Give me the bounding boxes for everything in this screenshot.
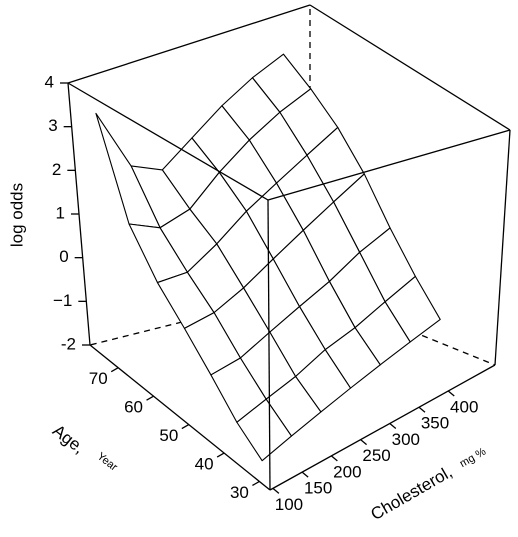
y-tick-label: 150 bbox=[304, 479, 332, 498]
x-tick-label: 30 bbox=[230, 483, 249, 502]
box-edge bbox=[269, 364, 496, 491]
z-tick-label: 2 bbox=[52, 160, 61, 179]
x-tick-label: 40 bbox=[195, 455, 214, 474]
y-tick bbox=[389, 422, 397, 429]
y-tick-label: 200 bbox=[333, 462, 361, 481]
box-edge bbox=[89, 344, 271, 491]
x-axis-unit: Year bbox=[95, 450, 120, 473]
x-tick-label: 70 bbox=[89, 369, 108, 388]
y-tick bbox=[272, 487, 280, 494]
y-tick-label: 250 bbox=[362, 446, 390, 465]
y-axis-unit: mg % bbox=[458, 446, 489, 471]
z-tick-label: −1 bbox=[53, 291, 72, 310]
y-tick bbox=[447, 390, 455, 397]
x-tick bbox=[252, 480, 260, 487]
x-tick-label: 60 bbox=[124, 398, 143, 417]
y-tick bbox=[330, 455, 338, 462]
z-tick-label: 0 bbox=[59, 247, 68, 266]
x-tick bbox=[146, 395, 154, 401]
box-edge bbox=[309, 4, 511, 131]
y-tick bbox=[418, 406, 426, 413]
z-tick-label: -2 bbox=[61, 334, 76, 353]
y-tick bbox=[301, 471, 309, 478]
z-tick-label: 1 bbox=[56, 203, 65, 222]
x-tick bbox=[110, 367, 119, 373]
box-edge bbox=[267, 129, 511, 201]
y-tick-label: 400 bbox=[450, 397, 478, 416]
x-axis-label: Age, bbox=[49, 421, 88, 458]
box-edge bbox=[67, 82, 269, 201]
z-tick-label: 4 bbox=[45, 72, 54, 91]
x-tick bbox=[181, 424, 190, 430]
box-edge bbox=[267, 199, 271, 491]
x-tick bbox=[216, 452, 225, 458]
z-axis-label: log odds bbox=[7, 183, 26, 247]
z-tick-label: 3 bbox=[48, 116, 57, 135]
y-tick-label: 350 bbox=[421, 414, 449, 433]
y-tick-label: 300 bbox=[392, 430, 420, 449]
surface-cell bbox=[236, 398, 292, 462]
y-axis-label: Cholesterol, bbox=[367, 462, 455, 524]
x-tick-label: 50 bbox=[159, 426, 178, 445]
y-tick-label: 100 bbox=[275, 495, 303, 514]
box-edge bbox=[67, 4, 311, 84]
box-edge bbox=[494, 129, 511, 366]
y-tick bbox=[360, 439, 368, 446]
